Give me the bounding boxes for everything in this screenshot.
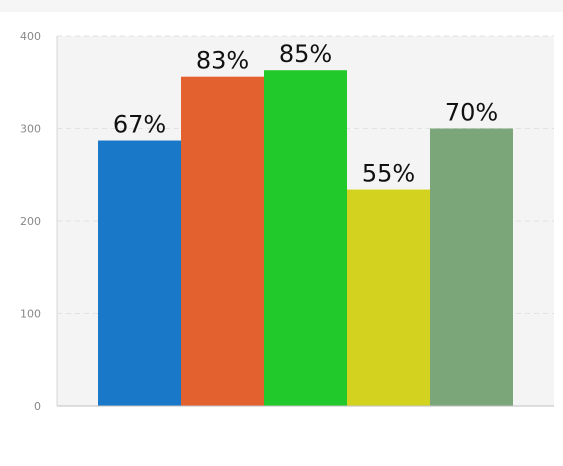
y-tick-label: 200 xyxy=(20,215,41,228)
y-tick-label: 400 xyxy=(20,30,41,43)
bar xyxy=(264,70,347,406)
y-tick-label: 300 xyxy=(20,123,41,136)
bar xyxy=(98,140,181,406)
figure-top-band xyxy=(0,0,563,12)
y-tick-label: 0 xyxy=(34,400,41,413)
data-label: 70% xyxy=(445,99,498,127)
y-tick-label: 100 xyxy=(20,308,41,321)
data-label: 55% xyxy=(362,160,415,188)
bar xyxy=(347,189,430,406)
bar xyxy=(430,128,513,406)
y-axis-ticks: 0 100 200 300 400 xyxy=(20,30,41,413)
bars xyxy=(98,70,513,406)
data-label: 67% xyxy=(113,111,166,139)
bar xyxy=(181,76,264,406)
data-label: 83% xyxy=(196,47,249,75)
data-labels: 67% 83% 85% 55% 70% xyxy=(113,40,498,187)
data-label: 85% xyxy=(279,40,332,68)
